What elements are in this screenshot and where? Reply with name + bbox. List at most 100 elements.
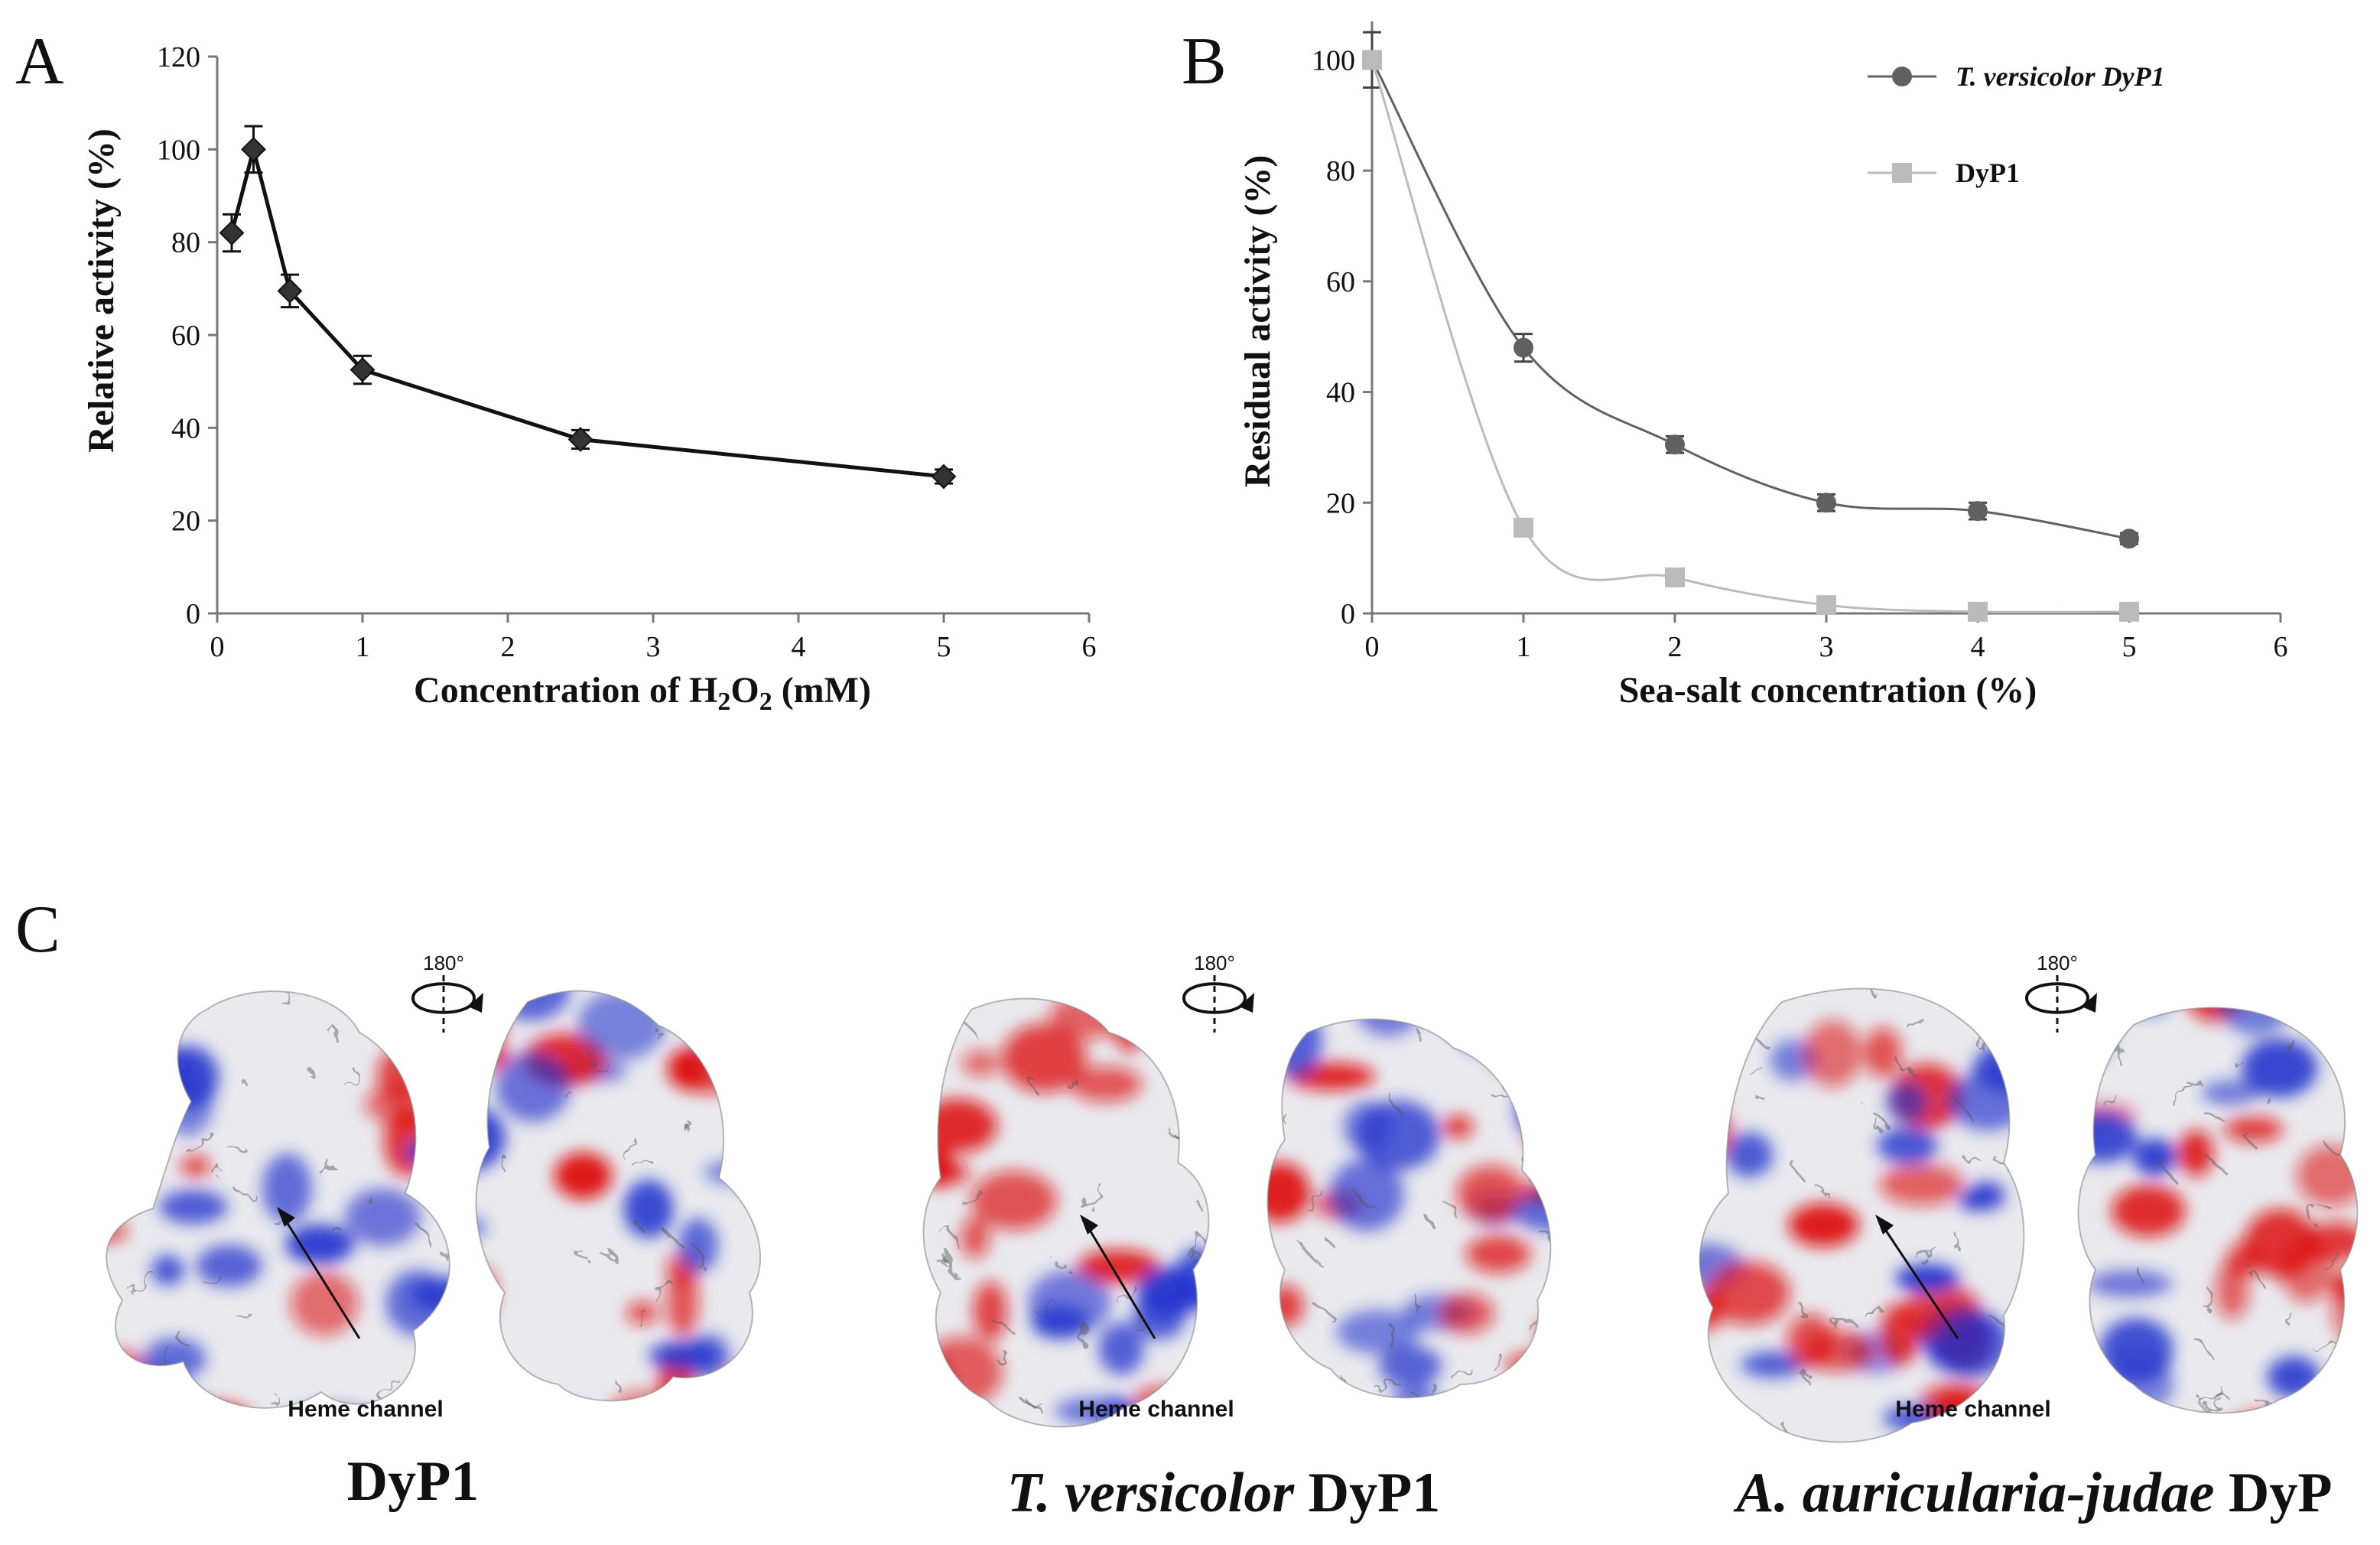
- surface-ridge: [565, 1091, 573, 1099]
- series-line-1: [1370, 59, 2130, 613]
- charge-patch: [1439, 1293, 1494, 1334]
- charge-patch: [2244, 1208, 2318, 1278]
- surface-ridge: [1019, 1397, 1043, 1414]
- surface-ridge: [1299, 1242, 1319, 1264]
- charge-patch: [162, 1072, 213, 1137]
- surface-outline: [106, 990, 450, 1409]
- y-tick-label: 0: [186, 598, 200, 630]
- surface-ridge: [997, 1352, 1009, 1364]
- charge-patch: [1699, 1400, 1725, 1443]
- y-tick-label: 60: [171, 320, 200, 352]
- surface-ridge: [681, 1122, 696, 1130]
- surface-ridge: [573, 1244, 590, 1262]
- surface-ridge: [1864, 1309, 1884, 1317]
- charge-patch: [923, 1098, 997, 1153]
- charge-patch: [923, 1336, 1003, 1407]
- panel-a-label: A: [15, 24, 64, 99]
- x-tick-label: 3: [646, 631, 661, 663]
- rotation-indicator-3: 180°: [2025, 951, 2097, 1033]
- surface-ridge: [590, 1055, 594, 1065]
- surface-ridge: [1790, 1160, 1806, 1182]
- charge-patch: [1500, 1401, 1569, 1430]
- surface-ridge: [1283, 1113, 1287, 1125]
- charge-patch: [577, 990, 665, 1060]
- surface-ridge: [762, 1108, 780, 1127]
- surface-ridge: [238, 1312, 252, 1320]
- surface-ridge: [476, 1286, 479, 1306]
- surface-ridge: [1832, 1321, 1858, 1327]
- y-tick-label: 40: [1326, 377, 1355, 409]
- surface-ridge: [2021, 1258, 2034, 1276]
- surface-ridge: [2279, 1039, 2294, 1046]
- surface-ridge: [701, 1035, 724, 1059]
- surface-ridge: [1415, 1383, 1436, 1398]
- surface-ridge: [685, 1124, 694, 1134]
- surface-ridge: [1387, 1091, 1405, 1115]
- data-point: [2119, 529, 2139, 549]
- charge-patch: [923, 1355, 953, 1412]
- charge-patch: [1378, 1345, 1442, 1387]
- surface-ridge: [307, 1067, 313, 1078]
- surface-ridge: [446, 1283, 450, 1292]
- x-tick-label: 1: [1517, 631, 1531, 663]
- charge-patch: [1554, 1026, 1592, 1090]
- charge-patch: [1969, 988, 2024, 1013]
- charge-patch: [666, 1265, 699, 1338]
- legend-marker: [1892, 67, 1912, 86]
- surface-ridge: [442, 1190, 450, 1200]
- panel-b-label: B: [1182, 24, 1227, 99]
- surface-ridge: [1232, 1049, 1244, 1055]
- surface-ridge: [439, 1046, 444, 1055]
- charge-patch: [762, 1018, 832, 1039]
- surface-ridge: [1205, 1418, 1209, 1427]
- surface-ridge: [442, 1252, 450, 1275]
- heme-channel-label: Heme channel: [1895, 1397, 2050, 1422]
- surface-ridge: [1354, 1190, 1377, 1208]
- surface-ridge: [1052, 1258, 1069, 1270]
- rotation-arrow-icon: [1182, 982, 1247, 999]
- surface-ridge: [1237, 1294, 1254, 1312]
- surface-ridge: [534, 1064, 543, 1072]
- surface-ridge: [887, 1001, 901, 1005]
- surface-ridge: [940, 1247, 950, 1267]
- surface-ridge: [1084, 1324, 1089, 1350]
- surface-ridge: [1529, 1312, 1540, 1332]
- surface-ridge: [416, 1224, 431, 1246]
- x-tick-label: 0: [210, 631, 225, 663]
- surface-ridge: [1063, 1078, 1078, 1090]
- x-tick-label: 5: [2122, 631, 2137, 663]
- charge-patch: [720, 1409, 780, 1435]
- charge-patch: [1879, 1163, 1964, 1205]
- charge-patch: [398, 1010, 450, 1044]
- surface-ridge: [1024, 1074, 1036, 1093]
- surface-ridge: [1574, 1119, 1595, 1127]
- surface-ridge: [2044, 1314, 2056, 1335]
- charge-patch: [1133, 1293, 1185, 1340]
- charge-patch: [831, 1192, 906, 1259]
- surface-ridge: [2039, 1229, 2051, 1251]
- surface-ridge: [1822, 1191, 1831, 1199]
- charge-patch: [851, 998, 880, 1047]
- charge-patch: [2078, 1112, 2138, 1163]
- surface-ridge: [461, 1425, 485, 1436]
- surface-ridge: [106, 1049, 112, 1061]
- heme-pointer-2: Heme channel: [1078, 1215, 1234, 1422]
- surface-ridge: [455, 1115, 476, 1121]
- charge-patch: [1442, 1115, 1474, 1139]
- surface-ridge: [632, 1219, 645, 1234]
- charge-patch: [667, 1048, 707, 1090]
- surface-ridge: [106, 1057, 115, 1063]
- surface-ridge: [1651, 1166, 1673, 1179]
- charge-patch: [2215, 1260, 2249, 1319]
- charge-patch: [2111, 1185, 2186, 1237]
- surface-ridge: [1081, 1184, 1104, 1209]
- surface-ridge: [435, 1081, 450, 1097]
- surface-ridge: [1918, 1246, 1937, 1261]
- charge-patch: [1885, 1082, 1928, 1123]
- charge-patch: [1877, 1127, 1938, 1165]
- surface-ridge: [216, 1166, 223, 1177]
- surface-ridge: [1238, 1140, 1257, 1146]
- charge-patch: [607, 1390, 676, 1401]
- x-tick-label: 1: [356, 631, 370, 663]
